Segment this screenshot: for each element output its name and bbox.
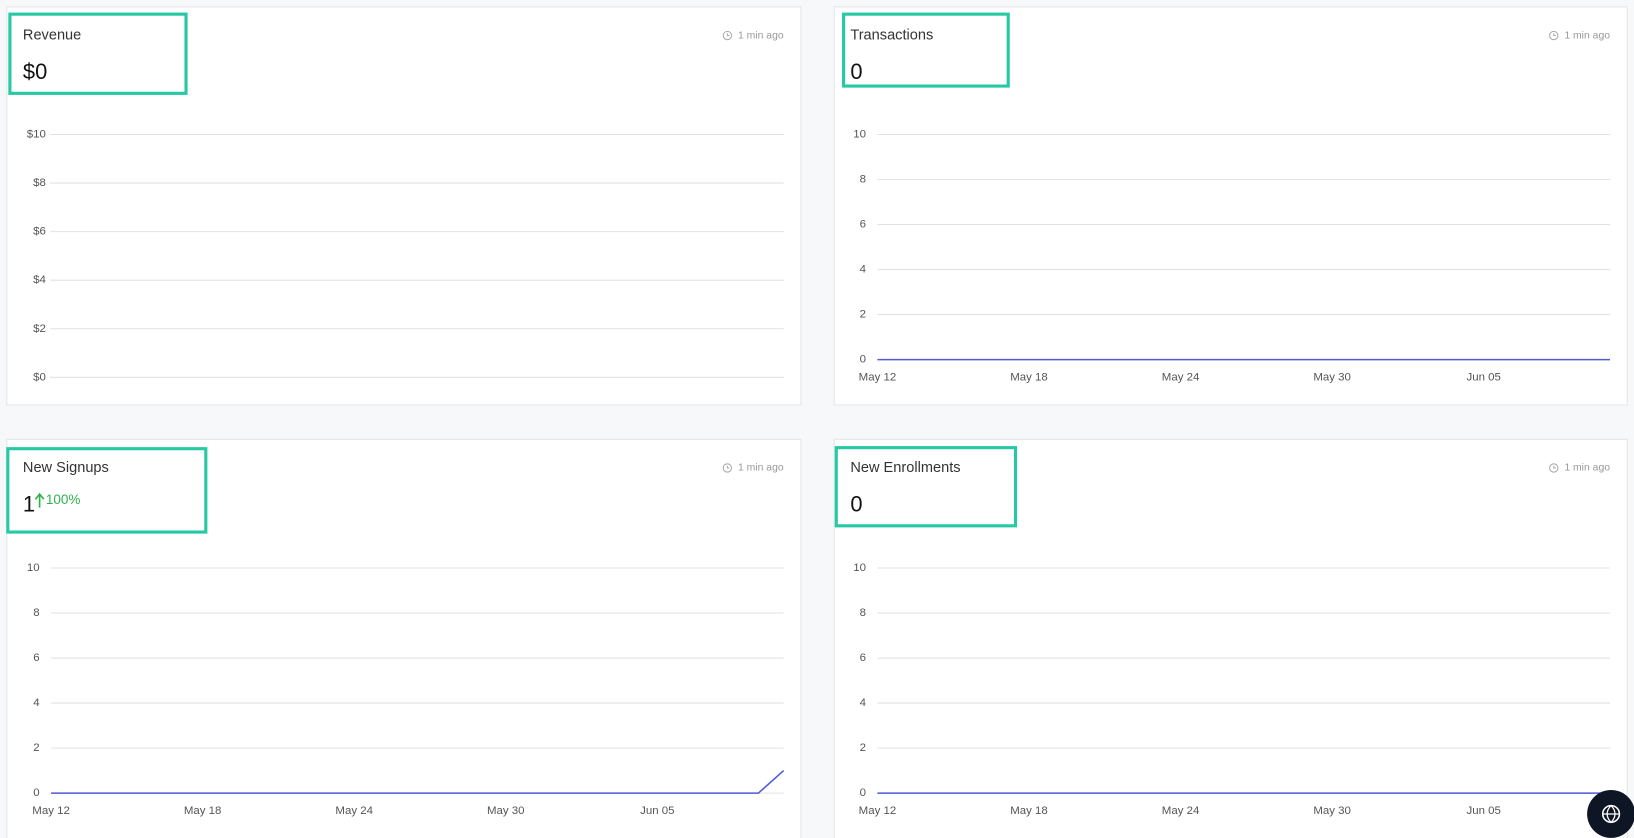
y-tick-label: 10 xyxy=(27,562,40,574)
y-tick-label: $4 xyxy=(33,274,46,286)
y-tick-label: 0 xyxy=(860,787,866,799)
y-tick-label: $6 xyxy=(33,226,46,238)
highlight-box xyxy=(8,12,188,95)
y-tick-label: 10 xyxy=(853,562,866,574)
x-tick-label: May 12 xyxy=(32,805,70,817)
x-tick-label: May 18 xyxy=(1010,805,1048,817)
y-tick-label: 6 xyxy=(860,219,866,231)
y-tick-label: 0 xyxy=(860,354,866,366)
y-tick-label: 2 xyxy=(860,742,866,754)
x-tick-label: Jun 05 xyxy=(1467,805,1501,817)
updated-time: 1 min ago xyxy=(738,30,784,41)
clock-icon xyxy=(722,463,733,473)
card-title: New Enrollments xyxy=(850,460,960,476)
x-tick-label: May 18 xyxy=(1010,371,1048,383)
clock-hand xyxy=(726,465,730,469)
y-tick-label: $2 xyxy=(33,323,46,335)
updated-time: 1 min ago xyxy=(1564,30,1610,41)
y-tick-label: 0 xyxy=(33,787,39,799)
x-tick-label: May 24 xyxy=(1162,371,1200,383)
change-percent: 100% xyxy=(46,492,81,507)
x-tick-label: May 30 xyxy=(1313,805,1351,817)
x-tick-label: May 18 xyxy=(184,805,222,817)
updated-time: 1 min ago xyxy=(1564,463,1610,474)
y-tick-label: 4 xyxy=(860,697,867,709)
y-tick-label: 6 xyxy=(860,652,866,664)
clock-icon xyxy=(1549,463,1559,473)
help-button-icon-lines[interactable] xyxy=(1602,805,1620,823)
x-tick-label: Jun 05 xyxy=(640,805,674,817)
y-tick-label: 8 xyxy=(860,174,866,186)
x-tick-label: May 12 xyxy=(859,805,897,817)
headline-value: 1 xyxy=(23,491,35,516)
y-tick-label: 6 xyxy=(33,652,39,664)
clock-hand xyxy=(1553,465,1556,469)
headline-value: 0 xyxy=(850,491,862,516)
card xyxy=(6,6,802,406)
headline-value: $0 xyxy=(23,59,47,84)
headline-value: 0 xyxy=(850,59,862,84)
up-arrow xyxy=(34,492,45,508)
x-tick-label: Jun 05 xyxy=(1467,371,1501,383)
y-tick-label: $0 xyxy=(33,371,46,383)
card-title: New Signups xyxy=(23,460,109,476)
clock-hand xyxy=(1553,33,1556,37)
y-tick-label: 2 xyxy=(33,742,39,754)
help-button[interactable] xyxy=(1587,789,1634,838)
data-line xyxy=(51,770,785,794)
y-tick-label: $8 xyxy=(33,177,46,189)
x-tick-label: May 24 xyxy=(335,805,373,817)
highlight-box xyxy=(842,12,1010,88)
y-tick-label: $10 xyxy=(27,129,46,141)
updated-time: 1 min ago xyxy=(738,463,784,474)
card xyxy=(833,6,1628,406)
y-tick-label: 4 xyxy=(33,697,40,709)
card xyxy=(833,438,1628,838)
card-title: Revenue xyxy=(23,27,81,43)
x-tick-label: May 30 xyxy=(487,805,525,817)
card xyxy=(6,438,802,838)
y-tick-label: 4 xyxy=(860,264,867,276)
clock-icon xyxy=(1549,30,1559,41)
highlight-box xyxy=(6,447,208,534)
clock-hand xyxy=(726,33,730,37)
y-tick-label: 2 xyxy=(860,309,866,321)
x-tick-label: May 30 xyxy=(1313,371,1351,383)
x-tick-label: May 12 xyxy=(859,371,897,383)
y-tick-label: 8 xyxy=(33,607,39,619)
y-tick-label: 8 xyxy=(860,607,866,619)
clock-icon xyxy=(722,30,733,41)
highlight-box xyxy=(834,446,1018,528)
x-tick-label: May 24 xyxy=(1162,805,1200,817)
y-tick-label: 10 xyxy=(853,129,866,141)
card-title: Transactions xyxy=(850,27,933,43)
